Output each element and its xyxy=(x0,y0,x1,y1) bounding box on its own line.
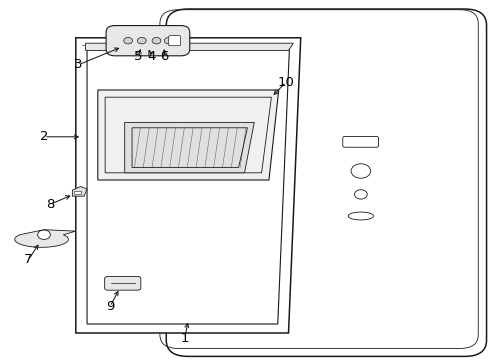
Circle shape xyxy=(164,37,173,44)
Circle shape xyxy=(123,37,132,44)
Ellipse shape xyxy=(347,212,373,220)
FancyBboxPatch shape xyxy=(168,36,180,46)
Circle shape xyxy=(137,37,146,44)
Text: 5: 5 xyxy=(133,50,142,63)
Polygon shape xyxy=(98,90,278,180)
Bar xyxy=(74,191,81,194)
Polygon shape xyxy=(85,43,293,50)
Circle shape xyxy=(354,190,366,199)
Polygon shape xyxy=(15,230,76,247)
Text: 9: 9 xyxy=(105,300,114,313)
Circle shape xyxy=(152,37,161,44)
Text: 7: 7 xyxy=(24,253,33,266)
Circle shape xyxy=(38,230,50,239)
Text: 6: 6 xyxy=(160,50,169,63)
Text: 4: 4 xyxy=(147,50,156,63)
Text: 8: 8 xyxy=(45,198,54,211)
Polygon shape xyxy=(72,186,87,196)
Circle shape xyxy=(350,164,370,178)
FancyBboxPatch shape xyxy=(166,9,486,356)
Polygon shape xyxy=(76,38,300,333)
Text: 10: 10 xyxy=(277,76,294,89)
FancyBboxPatch shape xyxy=(106,26,189,56)
Text: 2: 2 xyxy=(40,130,48,143)
FancyBboxPatch shape xyxy=(104,276,141,290)
Text: 1: 1 xyxy=(180,332,189,345)
FancyBboxPatch shape xyxy=(342,136,378,147)
Polygon shape xyxy=(124,122,254,173)
Text: 3: 3 xyxy=(74,58,82,71)
